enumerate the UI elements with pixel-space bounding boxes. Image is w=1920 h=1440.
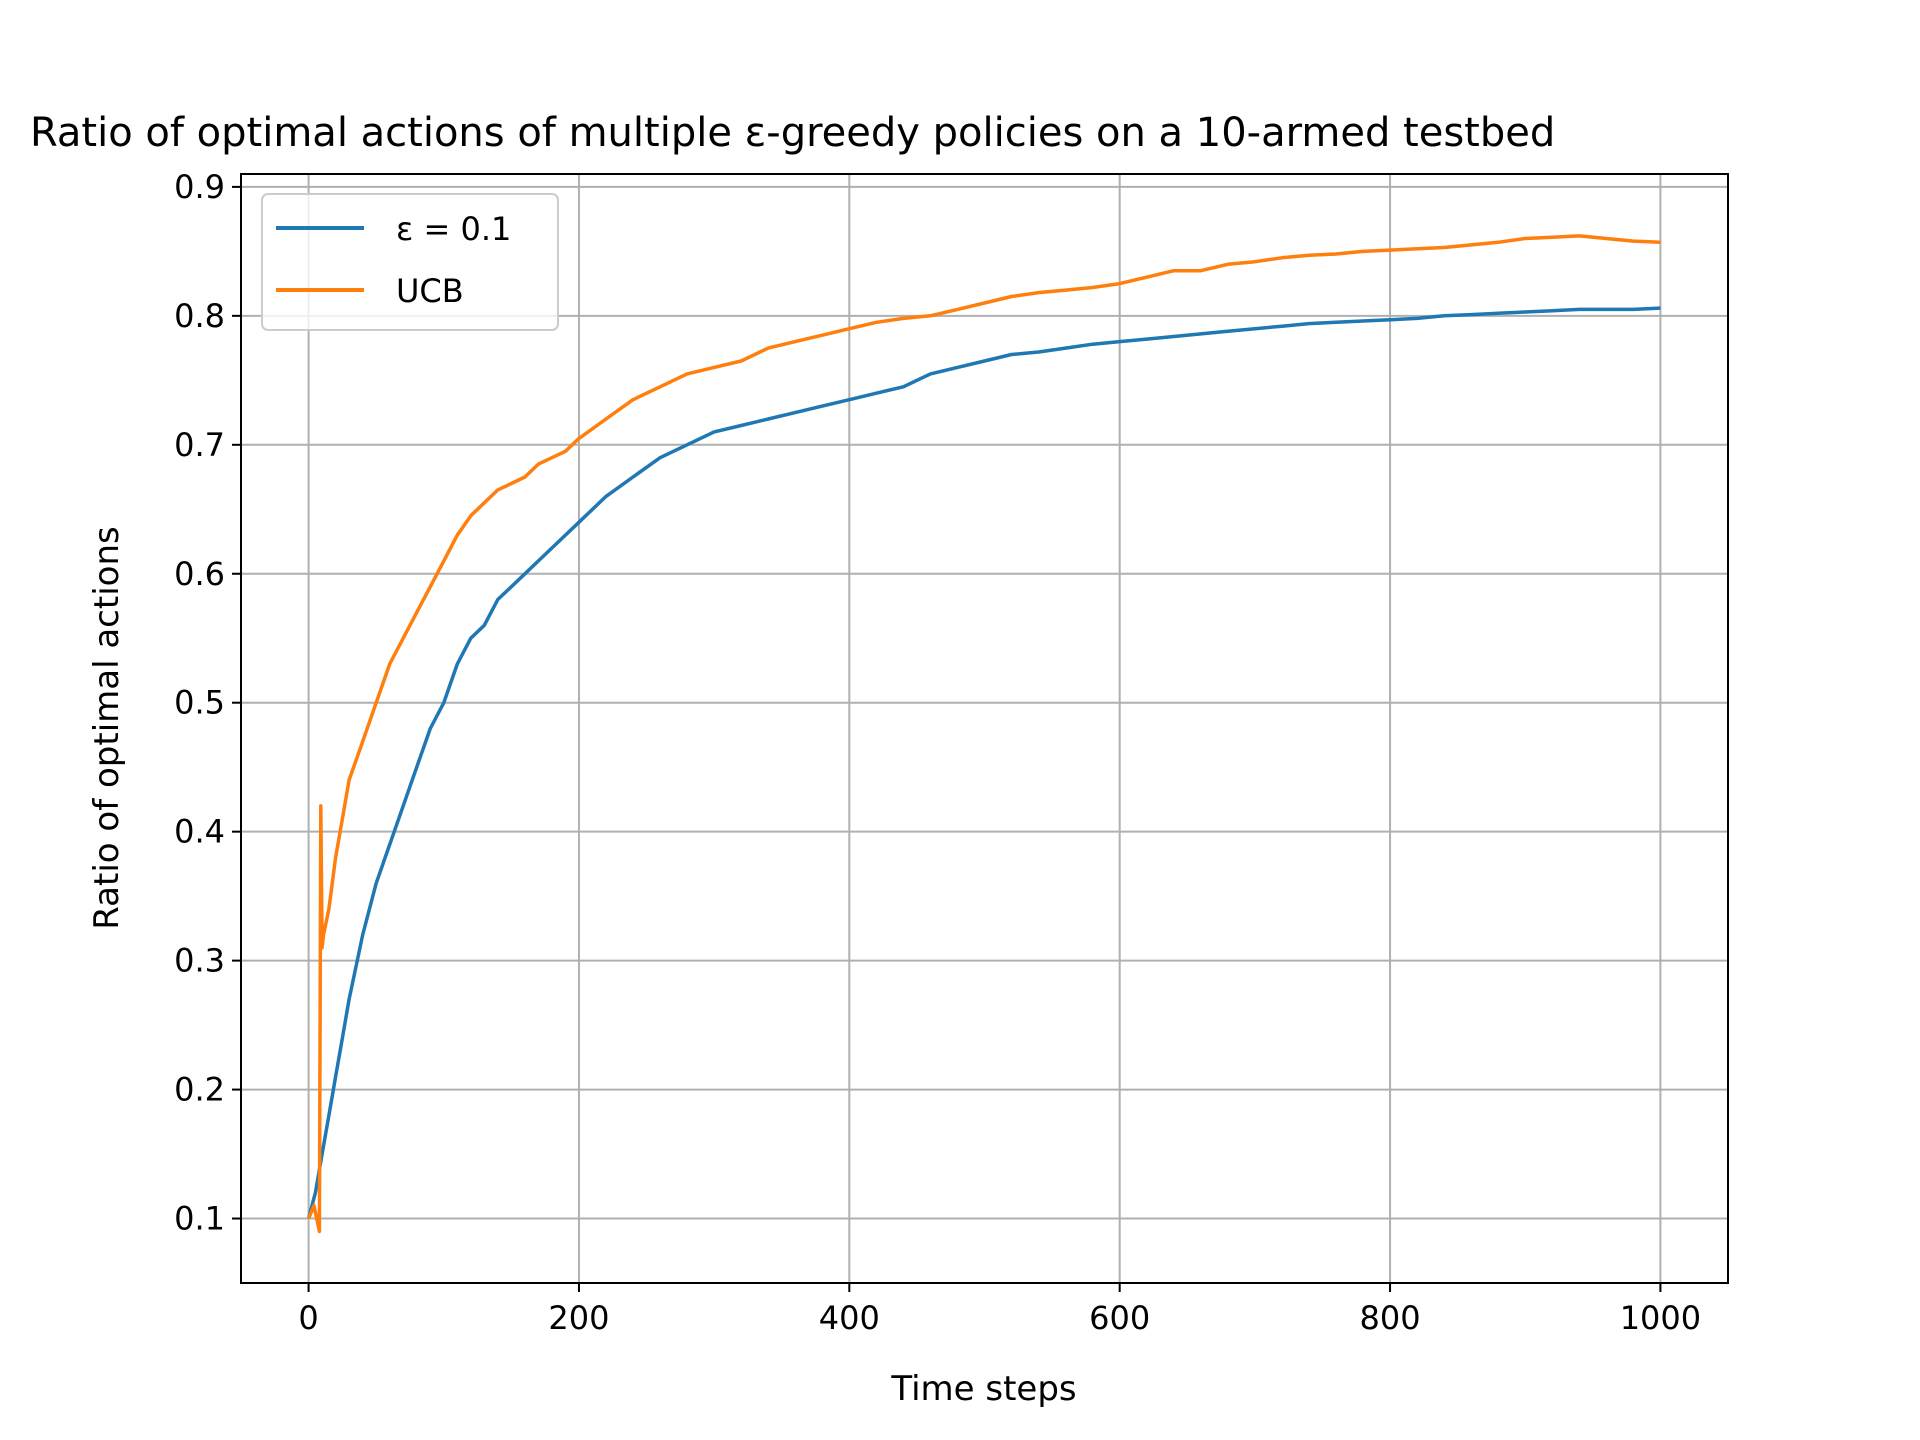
chart-title: Ratio of optimal actions of multiple ε-g… <box>30 110 1555 156</box>
y-tick-label: 0.2 <box>174 1071 225 1109</box>
x-tick-label: 0 <box>298 1299 318 1337</box>
x-axis: 0 200 400 600 800 1000 <box>298 1283 1701 1337</box>
y-tick-label: 0.9 <box>174 168 225 206</box>
y-tick-label: 0.6 <box>174 555 225 593</box>
legend: ε = 0.1 UCB <box>261 193 559 331</box>
y-tick-label: 0.3 <box>174 942 225 980</box>
y-axis-label: Ratio of optimal actions <box>87 526 127 929</box>
y-tick-label: 0.4 <box>174 813 225 851</box>
x-tick-label: 600 <box>1089 1299 1150 1337</box>
x-tick-label: 800 <box>1360 1299 1421 1337</box>
legend-label-ucb: UCB <box>396 272 464 310</box>
y-tick-label: 0.7 <box>174 426 225 464</box>
x-tick-label: 1000 <box>1620 1299 1701 1337</box>
plot-frame <box>240 173 1729 1284</box>
series-group <box>306 234 1661 1234</box>
series-line-epsilon <box>306 306 1661 1219</box>
grid <box>241 174 1728 1283</box>
x-tick-label: 200 <box>548 1299 609 1337</box>
y-tick-label: 0.8 <box>174 297 225 335</box>
y-axis: 0.1 0.2 0.3 0.4 0.5 0.6 0.7 0.8 0.9 <box>174 168 241 1238</box>
series-line-ucb <box>306 234 1661 1234</box>
y-tick-label: 0.5 <box>174 684 225 722</box>
x-axis-label: Time steps <box>890 1369 1076 1409</box>
legend-label-epsilon: ε = 0.1 <box>396 210 511 248</box>
y-tick-label: 0.1 <box>174 1200 225 1238</box>
x-tick-label: 400 <box>819 1299 880 1337</box>
